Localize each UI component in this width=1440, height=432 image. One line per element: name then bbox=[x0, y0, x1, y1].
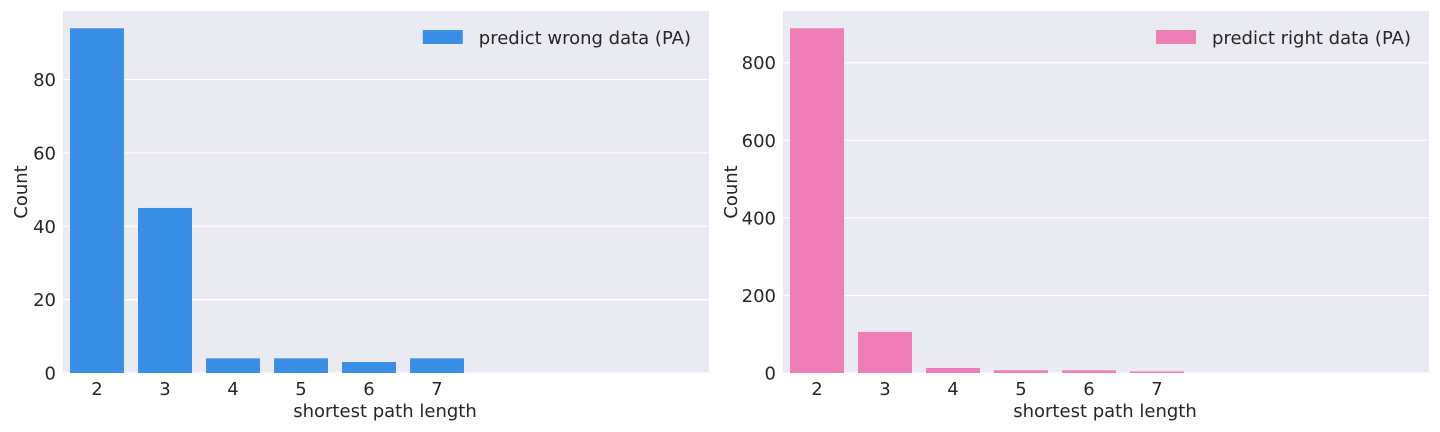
y-tick-label: 600 bbox=[742, 131, 776, 152]
x-tick-label: 2 bbox=[91, 379, 102, 400]
bar-5 bbox=[994, 370, 1048, 373]
y-tick-label: 400 bbox=[742, 208, 776, 229]
y-tick-label: 80 bbox=[33, 70, 56, 91]
legend: predict right data (PA) bbox=[1156, 28, 1411, 49]
bar-3 bbox=[138, 207, 192, 373]
bar-6 bbox=[342, 361, 396, 373]
bar-2 bbox=[790, 28, 844, 373]
x-tick-label: 3 bbox=[159, 379, 170, 400]
bar-2 bbox=[70, 28, 124, 373]
bar-4 bbox=[206, 358, 260, 373]
plot-background bbox=[783, 11, 1429, 373]
y-tick-label: 20 bbox=[33, 290, 56, 311]
y-tick-label: 800 bbox=[742, 53, 776, 74]
x-tick-label: 4 bbox=[227, 379, 238, 400]
x-tick-label: 6 bbox=[363, 379, 374, 400]
x-tick-label: 5 bbox=[295, 379, 306, 400]
x-tick-label: 4 bbox=[947, 379, 958, 400]
x-axis-label: shortest path length bbox=[293, 401, 477, 422]
legend: predict wrong data (PA) bbox=[422, 28, 691, 49]
y-axis-label: Count bbox=[11, 165, 32, 218]
bar-6 bbox=[1062, 370, 1116, 373]
y-axis-label: Count bbox=[721, 165, 742, 218]
x-tick-label: 3 bbox=[879, 379, 890, 400]
y-tick-label: 40 bbox=[33, 217, 56, 238]
x-tick-label: 5 bbox=[1015, 379, 1026, 400]
legend-swatch bbox=[422, 30, 463, 44]
y-tick-label: 0 bbox=[765, 364, 776, 385]
y-tick-label: 60 bbox=[33, 143, 56, 164]
bar-7 bbox=[1130, 371, 1184, 373]
y-tick-label: 0 bbox=[45, 364, 56, 385]
legend-label: predict right data (PA) bbox=[1212, 28, 1411, 49]
x-axis-label: shortest path length bbox=[1013, 401, 1197, 422]
bar-7 bbox=[410, 358, 464, 373]
legend-label: predict wrong data (PA) bbox=[479, 28, 691, 49]
bar-4 bbox=[926, 367, 980, 373]
y-tick-label: 200 bbox=[742, 286, 776, 307]
x-tick-label: 2 bbox=[811, 379, 822, 400]
x-tick-label: 7 bbox=[431, 379, 442, 400]
bar-3 bbox=[858, 331, 912, 373]
x-tick-label: 6 bbox=[1083, 379, 1094, 400]
legend-swatch bbox=[1156, 30, 1197, 44]
x-tick-label: 7 bbox=[1151, 379, 1162, 400]
bar-5 bbox=[274, 358, 328, 373]
